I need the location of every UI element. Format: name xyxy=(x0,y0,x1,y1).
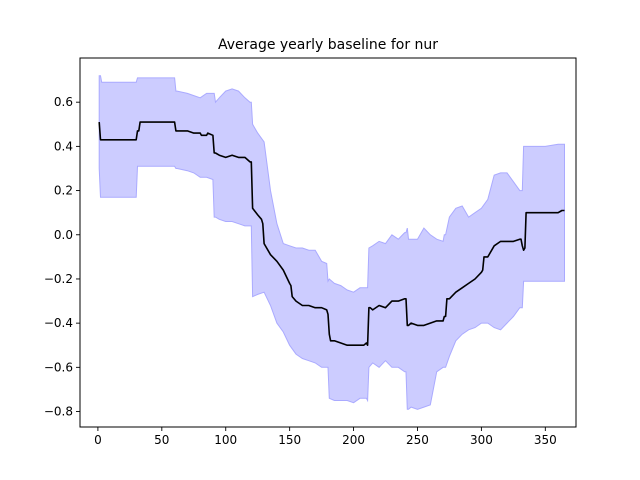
y-axis: −0.8 −0.6 −0.4 −0.2 0.0 0.2 0.4 0.6 xyxy=(44,95,80,419)
x-tick-label: 100 xyxy=(214,433,237,447)
chart-title: Average yearly baseline for nur xyxy=(218,37,438,53)
y-tick-label: −0.2 xyxy=(44,272,73,286)
y-tick-label: 0.2 xyxy=(54,184,73,198)
mean-line xyxy=(98,121,565,347)
y-tick-label: 0.4 xyxy=(54,139,73,153)
plot-area xyxy=(98,75,565,410)
x-tick-label: 50 xyxy=(154,433,169,447)
confidence-band xyxy=(98,75,565,410)
plot-frame xyxy=(79,57,577,428)
x-tick-label: 350 xyxy=(534,433,557,447)
y-tick-label: −0.6 xyxy=(44,360,73,374)
x-tick-label: 300 xyxy=(470,433,493,447)
y-tick-label: 0.0 xyxy=(54,228,73,242)
x-tick-label: 250 xyxy=(406,433,429,447)
y-tick-label: 0.6 xyxy=(54,95,73,109)
x-axis: 0 50 100 150 200 250 300 350 xyxy=(94,427,557,447)
x-tick-label: 150 xyxy=(278,433,301,447)
x-tick-label: 0 xyxy=(94,433,102,447)
x-tick-label: 200 xyxy=(342,433,365,447)
y-tick-label: −0.4 xyxy=(44,316,73,330)
y-tick-label: −0.8 xyxy=(44,405,73,419)
